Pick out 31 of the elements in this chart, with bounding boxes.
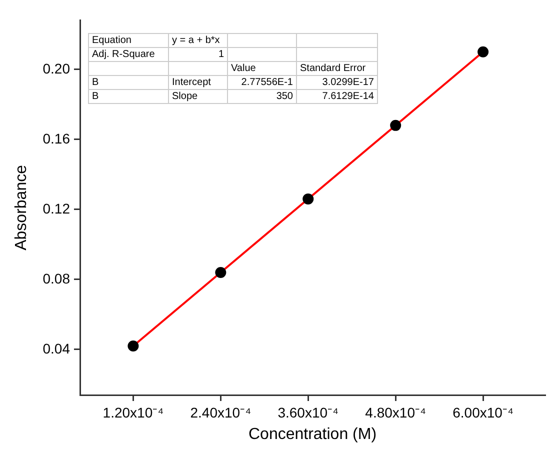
annotation: 2.77556E-1 [228, 76, 296, 90]
annotation: 3.0299E-17 [296, 76, 378, 90]
annotation: B [88, 76, 168, 90]
x-tick-label: 3.60x10⁻⁴ [278, 404, 339, 420]
x-axis-title: Concentration (M) [248, 426, 377, 443]
y-axis-title: Absorbance [13, 164, 30, 250]
annotation: B [88, 90, 168, 104]
x-tick-label: 6.00x10⁻⁴ [452, 404, 514, 420]
y-tick-label: 0.20 [42, 60, 70, 76]
x-tick-label: 2.40x10⁻⁴ [190, 404, 252, 420]
y-tick-label: 0.04 [42, 340, 70, 356]
y-tick-label: 0.08 [42, 270, 70, 286]
point [215, 266, 226, 278]
point [302, 193, 314, 204]
annotation: Equation [88, 34, 168, 48]
annotation: Value [228, 62, 296, 76]
annotation: Intercept [168, 76, 228, 90]
annotation: 1 [168, 48, 228, 62]
point [128, 340, 139, 352]
annotation: y = a + b*x [168, 34, 228, 48]
y-tick-label: 0.12 [42, 200, 70, 216]
annotation: 350 [228, 90, 296, 104]
point [478, 46, 489, 58]
annotation: Slope [168, 90, 228, 104]
annotation: 7.6129E-14 [296, 90, 378, 104]
x-tick-label: 4.80x10⁻⁴ [365, 404, 426, 420]
y-tick-label: 0.16 [42, 130, 70, 146]
point [390, 120, 402, 131]
annotation: Standard Error [296, 62, 378, 76]
annotation: Adj. R-Square [88, 48, 168, 62]
x-tick-label: 1.20x10⁻⁴ [102, 404, 164, 420]
